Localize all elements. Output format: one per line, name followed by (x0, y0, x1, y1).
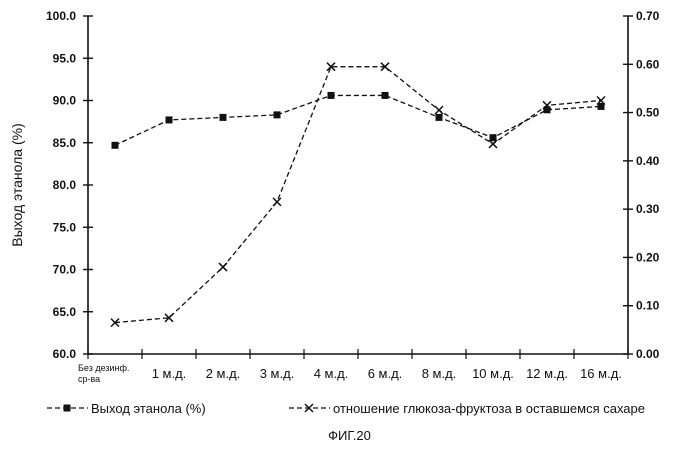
x-tick-label: 10 м.д. (472, 366, 514, 381)
x-tick-label: 16 м.д. (580, 366, 622, 381)
y-tick-label-left: 70.0 (53, 263, 77, 277)
y-tick-label-right: 0.00 (636, 347, 660, 361)
figure-caption: ФИГ.20 (0, 428, 699, 443)
y-tick-label-left: 75.0 (53, 220, 77, 234)
y-tick-label-right: 0.70 (636, 9, 660, 23)
x-tick-label: 4 м.д. (314, 366, 349, 381)
x-tick-label: 3 м.д. (260, 366, 295, 381)
y-tick-label-left: 90.0 (53, 94, 77, 108)
data-point-square (220, 114, 227, 121)
y-tick-label-right: 0.10 (636, 299, 660, 313)
data-point-square (112, 142, 119, 149)
legend-label-0: Выход этанола (%) (91, 401, 206, 416)
y-tick-label-right: 0.20 (636, 250, 660, 264)
x-tick-label-line2: ср-ва (78, 374, 100, 384)
data-point-square (328, 92, 335, 99)
y-tick-label-left: 60.0 (53, 347, 77, 361)
data-point-square (490, 134, 497, 141)
y-tick-label-right: 0.60 (636, 57, 660, 71)
data-point-square (274, 111, 281, 118)
y-tick-label-right: 0.30 (636, 202, 660, 216)
y-tick-label-right: 0.40 (636, 154, 660, 168)
y-tick-label-left: 95.0 (53, 51, 77, 65)
data-point-x (273, 198, 281, 206)
x-tick-label: Без дезинф.ср-ва (78, 363, 129, 384)
y-tick-label-left: 65.0 (53, 305, 77, 319)
x-tick-label: 2 м.д. (206, 366, 241, 381)
chart-series (111, 63, 605, 327)
y-tick-label-right: 0.50 (636, 106, 660, 120)
chart-axes: 60.0 65.0 70.0 75.0 80.0 85.0 90.0 95.0 100.0 0.0… (9, 9, 660, 384)
series-line-0 (115, 95, 601, 145)
x-tick-label: 12 м.д. (526, 366, 568, 381)
x-tick-label-line1: Без дезинф. (78, 363, 129, 373)
y-tick-label-left: 80.0 (53, 178, 77, 192)
series-line-1 (115, 67, 601, 323)
x-tick-label: 6 м.д. (368, 366, 403, 381)
data-point-square (166, 116, 173, 123)
legend-marker-square (64, 405, 71, 412)
data-point-x (219, 263, 227, 271)
x-tick-label: 8 м.д. (422, 366, 457, 381)
data-point-square (436, 114, 443, 121)
x-tick-label: 1 м.д. (152, 366, 187, 381)
legend-label-1: отношение глюкоза-фруктоза в оставшемся … (333, 401, 645, 416)
y-tick-label-left: 85.0 (53, 136, 77, 150)
data-point-x (435, 106, 443, 114)
chart-legend: Выход этанола (%) отношение глюкоза-фрукт… (47, 401, 645, 416)
data-point-square (382, 92, 389, 99)
y-tick-label-left: 100.0 (46, 9, 76, 23)
y-axis-title: Выход этанола (%) (9, 123, 25, 246)
